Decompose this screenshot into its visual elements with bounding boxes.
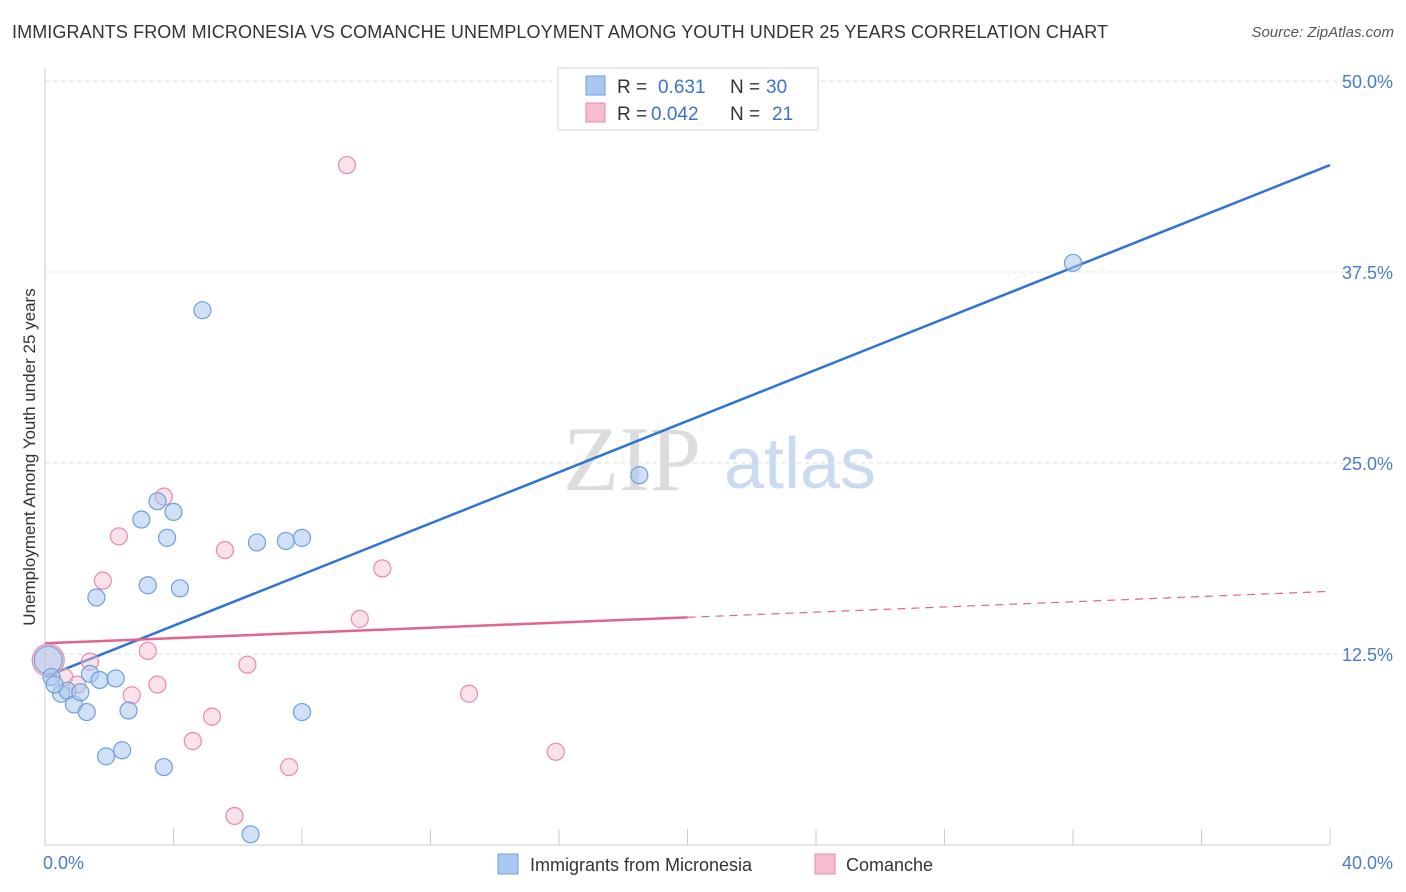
point-micronesia-21 <box>193 301 212 320</box>
watermark-atlas: atlas <box>724 424 876 504</box>
point-comanche-15 <box>280 757 299 777</box>
point-micronesia-14 <box>132 510 151 529</box>
point-micronesia-5 <box>71 683 90 702</box>
x-tick-label-1: 40.0% <box>1342 853 1393 873</box>
legend: R = 0.631 N = 30 R = 0.042 N = 21 <box>557 67 819 131</box>
bottom-legend-label-comanche: Comanche <box>846 855 933 875</box>
point-micronesia-13 <box>119 701 138 720</box>
y-tick-label-3: 50.0% <box>1342 72 1393 92</box>
legend-n-value-2: 21 <box>772 104 793 125</box>
point-micronesia-16 <box>148 492 167 511</box>
point-micronesia-23 <box>247 533 267 552</box>
y-tick-label-1: 25.0% <box>1342 454 1393 474</box>
point-micronesia-25 <box>292 528 312 547</box>
legend-n-value-1: 30 <box>766 77 787 98</box>
point-micronesia-10 <box>96 747 116 766</box>
legend-swatch-comanche <box>585 102 606 123</box>
bottom-legend: Immigrants from Micronesia Comanche <box>497 853 933 875</box>
point-micronesia-28 <box>1063 253 1083 272</box>
point-micronesia-22 <box>241 825 260 844</box>
tick-labels: 12.5% 25.0% 37.5% 50.0% 0.0% 40.0% <box>43 72 1393 873</box>
y-tick-label-0: 12.5% <box>1342 645 1393 665</box>
legend-r-label-2: R = <box>617 104 647 125</box>
point-micronesia-11 <box>106 669 125 688</box>
legend-swatch-micronesia <box>585 75 606 96</box>
y-axis-label: Unemployment Among Youth under 25 years <box>20 288 39 625</box>
bottom-legend-swatch-comanche <box>814 853 836 875</box>
point-micronesia-27 <box>630 466 649 485</box>
point-micronesia-9 <box>90 670 109 690</box>
point-comanche-13 <box>225 806 244 826</box>
point-comanche-5 <box>109 527 128 546</box>
point-comanche-14 <box>238 655 257 674</box>
point-micronesia-18 <box>157 528 177 547</box>
legend-n-label-2: N = <box>730 104 760 125</box>
point-comanche-18 <box>373 559 392 578</box>
legend-r-value-1: 0.631 <box>658 77 706 98</box>
legend-r-value-2: 0.042 <box>651 104 699 125</box>
bottom-legend-label-micronesia: Immigrants from Micronesia <box>530 855 753 875</box>
point-micronesia-15 <box>138 576 157 595</box>
grid-lines <box>45 80 1392 655</box>
legend-n-label-1: N = <box>730 77 760 98</box>
point-micronesia-19 <box>164 502 183 521</box>
point-comanche-7 <box>138 641 157 661</box>
axes <box>44 68 1331 846</box>
point-comanche-10 <box>183 731 202 751</box>
point-comanche-19 <box>459 684 479 703</box>
legend-r-label-1: R = <box>617 77 647 98</box>
point-micronesia-12 <box>112 741 132 760</box>
point-comanche-12 <box>215 540 234 560</box>
point-micronesia-24 <box>276 531 296 551</box>
point-comanche-8 <box>148 675 167 694</box>
point-micronesia-29 <box>45 675 64 694</box>
point-comanche-11 <box>202 707 222 726</box>
point-micronesia-17 <box>154 757 173 777</box>
source-credit: Source: ZipAtlas.com <box>1251 24 1394 41</box>
point-micronesia-26 <box>292 702 312 722</box>
point-comanche-6 <box>122 686 141 705</box>
point-comanche-17 <box>350 609 369 628</box>
point-comanche-16 <box>337 155 357 175</box>
trend-line-micronesia <box>44 163 1331 679</box>
point-micronesia-8 <box>87 588 106 607</box>
chart-title: IMMIGRANTS FROM MICRONESIA VS COMANCHE U… <box>12 22 1109 42</box>
x-tick-label-0: 0.0% <box>43 853 84 873</box>
trend-lines <box>44 163 1331 679</box>
data-points <box>31 155 1083 844</box>
trend-line-comanche-extension <box>687 590 1331 618</box>
point-micronesia-6 <box>77 702 96 722</box>
point-comanche-20 <box>546 742 565 761</box>
bottom-legend-swatch-micronesia <box>497 853 519 875</box>
y-tick-label-2: 37.5% <box>1342 263 1393 283</box>
point-micronesia-20 <box>170 579 190 598</box>
trend-line-comanche <box>44 616 688 645</box>
point-comanche-4 <box>93 571 112 590</box>
